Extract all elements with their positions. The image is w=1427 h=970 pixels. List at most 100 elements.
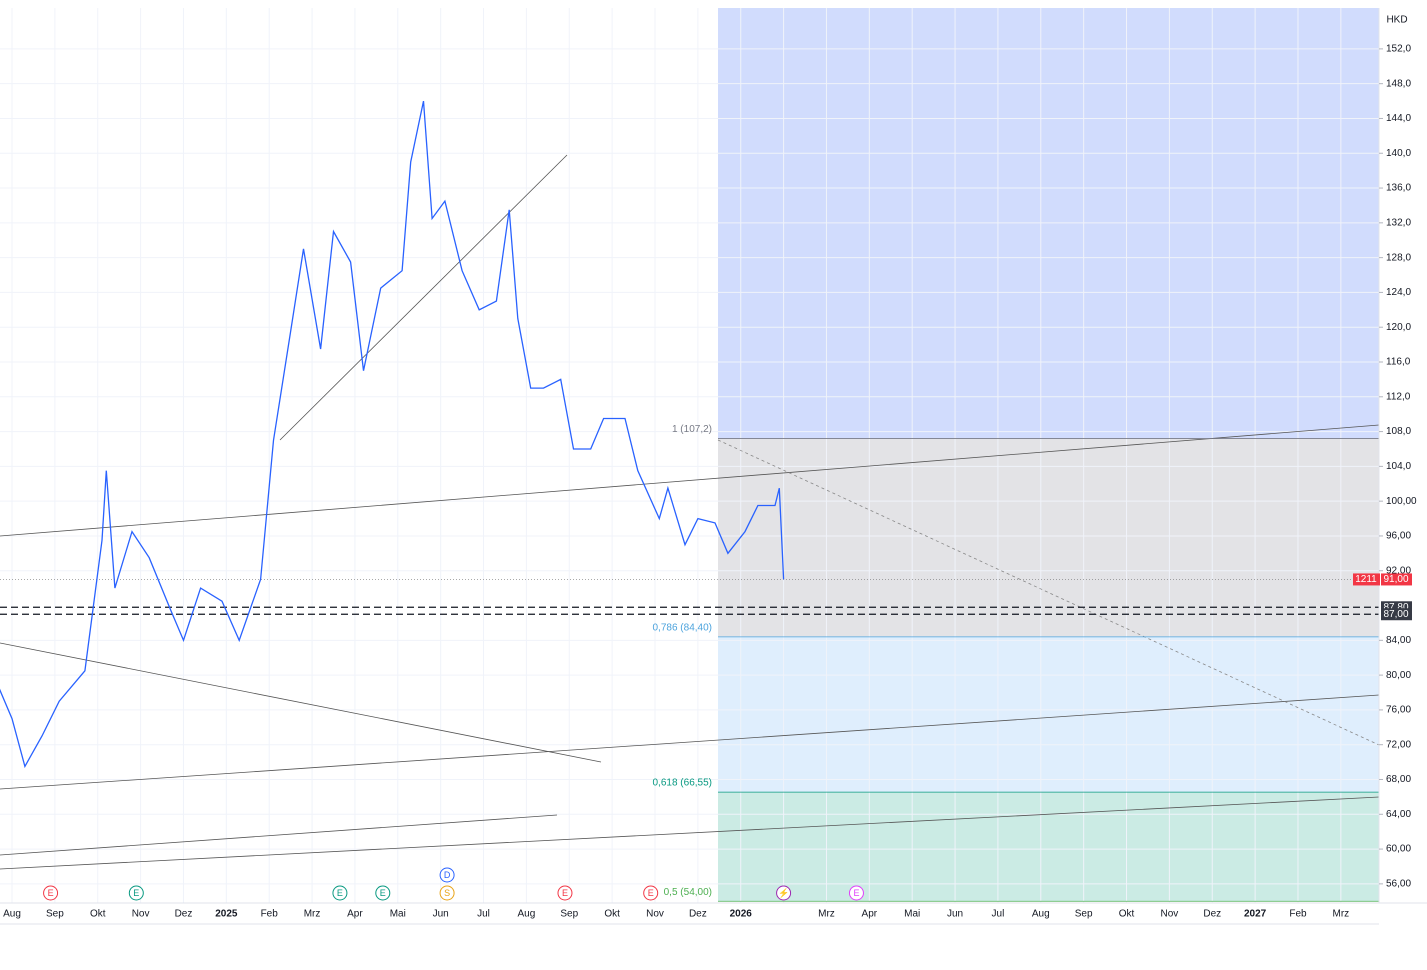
y-tick-label: 56,00	[1386, 879, 1411, 890]
x-tick-label: Nov	[646, 909, 664, 920]
y-tick-label: 68,00	[1386, 774, 1411, 785]
currency: HKD	[1386, 15, 1407, 26]
x-tick-label: Dez	[1203, 909, 1221, 920]
y-tick-label: 64,00	[1386, 809, 1411, 820]
x-tick-label: Mrz	[818, 909, 835, 920]
x-tick-label: Nov	[132, 909, 150, 920]
x-tick-label: Dez	[689, 909, 707, 920]
x-tick-label: Mrz	[304, 909, 321, 920]
fib-label: 0,618 (66,55)	[653, 778, 713, 789]
fib-zone	[718, 438, 1379, 637]
y-tick-label: 152,0	[1386, 44, 1411, 55]
x-tick-label: Nov	[1160, 909, 1178, 920]
trend-line	[0, 424, 1380, 537]
trend-line	[0, 814, 558, 856]
y-tick-label: 116,0	[1386, 357, 1411, 368]
event-label: E	[133, 888, 139, 898]
event-label: E	[853, 888, 859, 898]
event-label: E	[648, 888, 654, 898]
event-marker	[557, 885, 573, 901]
y-tick-label: 148,0	[1386, 78, 1411, 89]
fib-diagonal	[717, 439, 1380, 746]
x-tick-label: Mai	[904, 909, 920, 920]
x-tick-label: 2027	[1244, 909, 1267, 920]
x-tick-label: Feb	[261, 909, 279, 920]
y-tick-label: 124,0	[1386, 287, 1411, 298]
level-tag-label: 87,80	[1383, 602, 1408, 613]
fib-zone	[718, 636, 1379, 793]
y-tick-label: 92,00	[1386, 565, 1411, 576]
event-marker	[643, 885, 659, 901]
x-tick-label: Jul	[992, 909, 1005, 920]
trend-line	[0, 796, 1380, 870]
y-tick-label: 104,0	[1386, 461, 1411, 472]
event-marker	[776, 885, 792, 901]
event-label: S	[444, 888, 450, 898]
marks: 1 (107,2) 0,786 (84,40) 0,618 (66,55) 0,5 (…	[0, 100, 1379, 902]
x-tick-label: Sep	[1075, 909, 1093, 920]
event-marker	[128, 885, 144, 901]
level-tag-label: 87,00	[1383, 609, 1408, 620]
y-tick-label: 120,0	[1386, 322, 1411, 333]
fib-label: 0,786 (84,40)	[653, 622, 713, 633]
level-tag	[1381, 608, 1412, 621]
fib-zones	[718, 8, 1379, 902]
grid	[0, 8, 1379, 903]
trend-line	[279, 154, 568, 441]
y-tick-label: 60,00	[1386, 844, 1411, 855]
x-tick-label: Jun	[433, 909, 449, 920]
x-tick-label: Mrz	[1333, 909, 1350, 920]
y-tick-label: 76,00	[1386, 705, 1411, 716]
x-tick-label: Okt	[1119, 909, 1135, 920]
x-tick-label: Apr	[347, 909, 363, 920]
x-tick-label: Dez	[175, 909, 193, 920]
x-tick-label: Apr	[862, 909, 878, 920]
y-tick-label: 108,0	[1386, 426, 1411, 437]
fib-label: 1 (107,2)	[672, 424, 712, 435]
x-tick-label: Aug	[3, 909, 21, 920]
x-tick-label: 2026	[730, 909, 753, 920]
event-marker	[43, 885, 59, 901]
x-tick-label: Jul	[477, 909, 490, 920]
event-marker	[439, 867, 455, 883]
y-tick-label: 80,00	[1386, 670, 1411, 681]
event-label: E	[337, 888, 343, 898]
y-tick-label: 72,00	[1386, 739, 1411, 750]
fib-zone	[718, 792, 1379, 902]
event-marker	[332, 885, 348, 901]
y-tick-label: 112,0	[1386, 391, 1411, 402]
x-tick-label: Okt	[90, 909, 106, 920]
fib-label: 0,5 (54,00)	[664, 887, 712, 898]
y-tick-label: 136,0	[1386, 183, 1411, 194]
price-tag-label: 91,00	[1383, 574, 1408, 585]
event-marker	[439, 885, 455, 901]
trend-line	[0, 694, 1380, 790]
drawings	[0, 154, 1380, 870]
price-line	[0, 100, 785, 769]
x-tick-label: Sep	[560, 909, 578, 920]
x-tick-label: Aug	[1032, 909, 1050, 920]
y-tick-label: 96,00	[1386, 531, 1411, 542]
x-tick-label: Aug	[517, 909, 535, 920]
y-tick-label: 100,00	[1386, 496, 1417, 507]
trend-line	[0, 642, 602, 763]
y-tick-label: 144,0	[1386, 113, 1411, 124]
y-tick-label: 132,0	[1386, 217, 1411, 228]
event-label: E	[48, 888, 54, 898]
y-tick-label: 140,0	[1386, 148, 1411, 159]
event-label: D	[444, 870, 451, 880]
event-label: ⚡	[778, 887, 789, 899]
y-tick-label: 128,0	[1386, 252, 1411, 263]
event-marker	[848, 885, 864, 901]
event-marker	[375, 885, 391, 901]
x-tick-label: Sep	[46, 909, 64, 920]
countdown: 1211	[1355, 574, 1377, 585]
countdown-tag	[1353, 573, 1380, 586]
x-tick-label: Feb	[1289, 909, 1307, 920]
event-label: E	[562, 888, 568, 898]
y-tick-label: 84,00	[1386, 635, 1411, 646]
x-tick-label: Okt	[604, 909, 620, 920]
x-tick-label: Jun	[947, 909, 963, 920]
